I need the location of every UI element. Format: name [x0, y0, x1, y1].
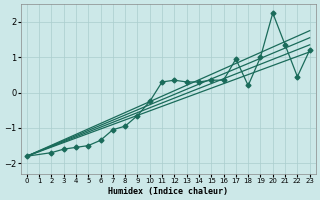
X-axis label: Humidex (Indice chaleur): Humidex (Indice chaleur): [108, 187, 228, 196]
